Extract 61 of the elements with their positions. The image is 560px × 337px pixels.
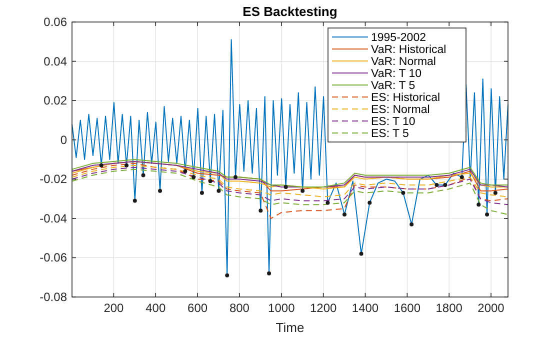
legend-label: ES: Normal xyxy=(371,104,430,116)
point xyxy=(200,190,204,195)
point xyxy=(401,190,406,195)
y-tick-label: -0.06 xyxy=(40,250,68,265)
x-tick-label: 1000 xyxy=(268,301,296,315)
y-tick-label: 0.06 xyxy=(44,15,68,29)
point xyxy=(99,163,104,168)
legend-label: VaR: Historical xyxy=(371,44,446,56)
point xyxy=(434,183,439,188)
legend-label: 1995-2002 xyxy=(371,32,426,44)
point xyxy=(342,212,346,216)
point xyxy=(216,188,221,193)
point xyxy=(368,200,372,205)
point xyxy=(485,212,490,216)
point xyxy=(326,200,330,205)
point xyxy=(158,188,162,193)
point xyxy=(132,198,137,203)
legend-label: ES: T 5 xyxy=(371,128,409,140)
point xyxy=(234,175,238,180)
x-tick-label: 600 xyxy=(188,301,208,315)
x-tick-label: 400 xyxy=(146,301,166,315)
legend-label: VaR: T 10 xyxy=(371,68,422,80)
point xyxy=(267,271,272,276)
point xyxy=(410,222,414,226)
chart-title: ES Backtesting xyxy=(242,4,338,19)
line-series xyxy=(72,166,508,206)
point xyxy=(300,188,305,193)
y-tick-label: -0.08 xyxy=(40,290,68,304)
point xyxy=(443,183,448,188)
x-tick-label: 1400 xyxy=(352,301,379,315)
line-series xyxy=(72,164,508,198)
legend-label: VaR: Normal xyxy=(371,56,436,68)
point xyxy=(284,185,288,189)
x-axis-title: Time xyxy=(276,320,304,335)
y-tick-label: 0 xyxy=(60,132,68,147)
point xyxy=(493,190,498,195)
point xyxy=(141,173,146,178)
x-tick-label: 1200 xyxy=(310,301,337,315)
x-tick-label: 2000 xyxy=(478,301,505,315)
point xyxy=(258,208,263,213)
legend-label: ES: Historical xyxy=(371,92,440,104)
point xyxy=(192,175,196,180)
line-series xyxy=(72,162,508,219)
point xyxy=(476,202,481,207)
x-tick-label: 1600 xyxy=(394,301,421,315)
legend-label: VaR: T 5 xyxy=(371,80,416,92)
point xyxy=(225,273,230,278)
x-tick-label: 200 xyxy=(104,301,124,315)
point xyxy=(208,179,212,184)
y-tick-label: -0.04 xyxy=(40,211,68,226)
y-tick-label: 0.04 xyxy=(44,54,68,68)
line-series xyxy=(72,168,508,215)
y-tick-label: -0.02 xyxy=(40,172,68,186)
point xyxy=(124,163,128,168)
point xyxy=(359,252,364,256)
x-tick-label: 1800 xyxy=(436,301,463,315)
point xyxy=(183,169,188,174)
legend-label: ES: T 10 xyxy=(371,116,416,128)
point xyxy=(460,175,464,180)
x-tick-label: 800 xyxy=(229,301,250,315)
y-tick-label: 0.02 xyxy=(44,94,68,108)
